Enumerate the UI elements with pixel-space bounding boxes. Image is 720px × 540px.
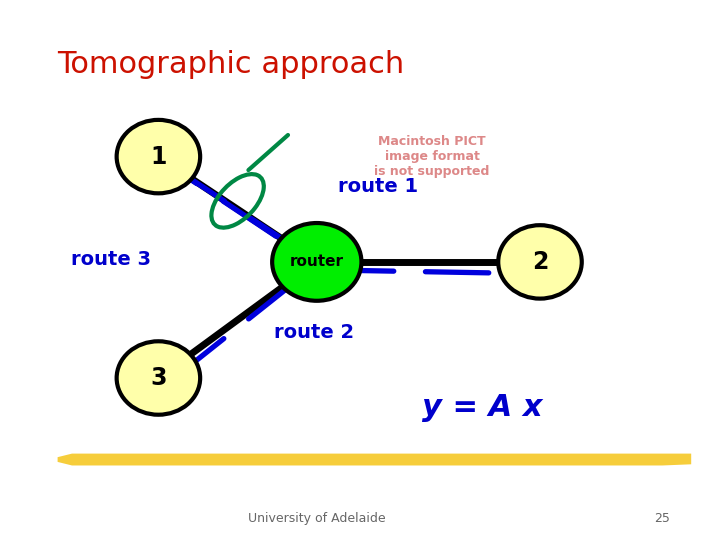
Text: Macintosh PICT
image format
is not supported: Macintosh PICT image format is not suppo…: [374, 135, 490, 178]
Ellipse shape: [272, 223, 361, 301]
Text: 2: 2: [532, 250, 548, 274]
Text: y = A x: y = A x: [422, 393, 543, 422]
Text: Tomographic approach: Tomographic approach: [58, 50, 405, 79]
Ellipse shape: [117, 120, 200, 193]
Text: router: router: [289, 254, 344, 269]
Text: 25: 25: [654, 512, 670, 525]
Text: route 1: route 1: [338, 177, 418, 196]
Polygon shape: [58, 454, 691, 465]
Ellipse shape: [498, 225, 582, 299]
Ellipse shape: [117, 341, 200, 415]
Text: University of Adelaide: University of Adelaide: [248, 512, 386, 525]
Text: route 3: route 3: [71, 249, 151, 269]
Text: 1: 1: [150, 145, 166, 168]
Text: route 2: route 2: [274, 322, 354, 342]
Text: 3: 3: [150, 366, 166, 390]
